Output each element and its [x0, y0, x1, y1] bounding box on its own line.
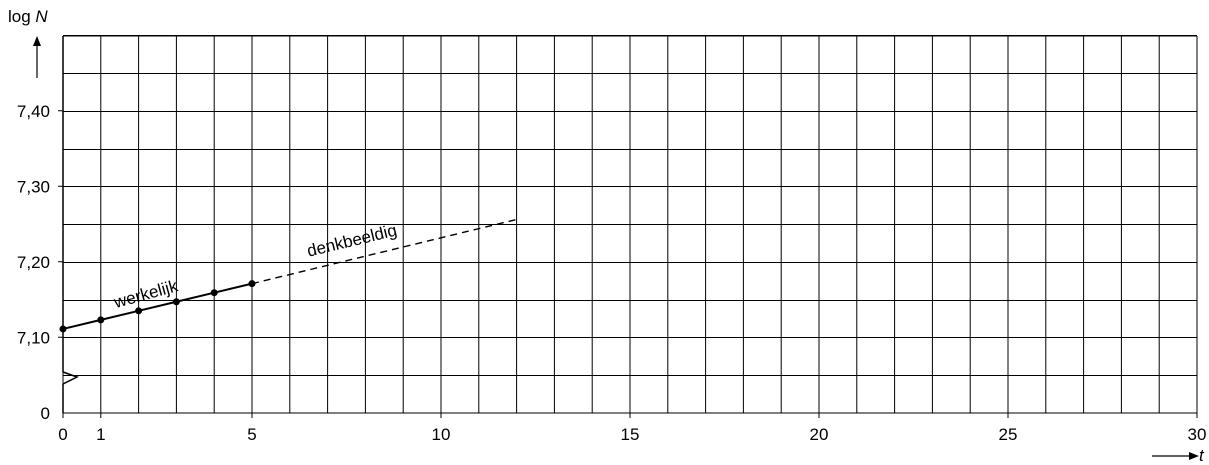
x-axis-arrow-head [1189, 452, 1199, 460]
series-label-werkelijk: werkelijk [111, 276, 180, 312]
x-tick-label: 1 [96, 425, 105, 444]
x-tick-label: 30 [1188, 425, 1207, 444]
y-axis-break [62, 371, 79, 385]
axis-labels: werkelijk denkbeeldig log N t [8, 7, 1205, 465]
x-tick-label: 20 [810, 425, 829, 444]
x-axis-label: t [1199, 446, 1205, 465]
y-tick-label: 7,20 [17, 253, 50, 272]
x-tick-label: 25 [999, 425, 1018, 444]
x-tick-label: 10 [432, 425, 451, 444]
y-tick-label: 7,10 [17, 328, 50, 347]
data-point [59, 325, 67, 333]
series-line-werkelijk [62, 282, 253, 330]
y-axis-label: log N [8, 7, 48, 26]
y-tick-label: 7,40 [17, 102, 50, 121]
x-tick-label: 15 [621, 425, 640, 444]
x-tick-label: 0 [58, 425, 67, 444]
y-tick-label-zero: 0 [41, 404, 50, 423]
data-point [210, 289, 218, 297]
y-tick-label: 7,30 [17, 177, 50, 196]
grid [62, 35, 1198, 414]
x-tick-label: 5 [247, 425, 256, 444]
series-layer [59, 218, 517, 333]
data-point [97, 316, 105, 324]
y-axis-arrow-head [33, 36, 41, 46]
data-point [135, 307, 143, 315]
series-label-denkbeeldig: denkbeeldig [305, 221, 399, 261]
series-line-denkbeeldig [251, 218, 517, 285]
data-point [172, 298, 180, 306]
tick-labels: 0 1 5 10 15 20 25 307,107,207,307,400 [17, 102, 1207, 444]
axes [33, 36, 1199, 460]
